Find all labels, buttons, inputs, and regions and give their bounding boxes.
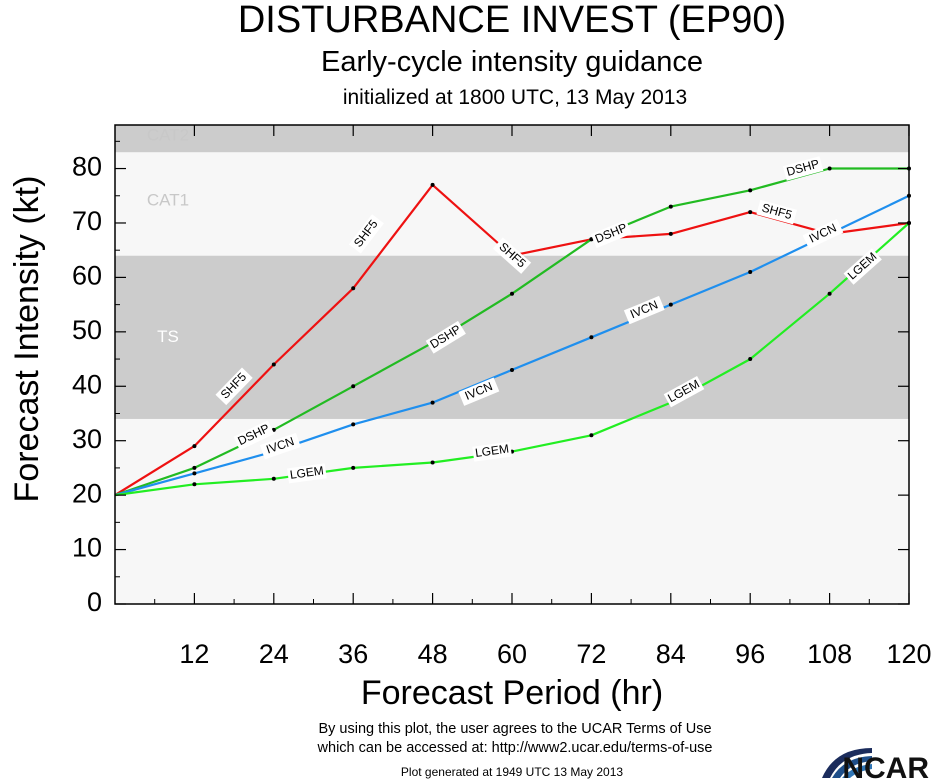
y-tick-label: 0 [87, 587, 102, 617]
x-tick-label: 72 [576, 639, 606, 669]
data-point-lgem [589, 433, 594, 438]
y-tick-label: 60 [72, 261, 102, 291]
data-point-shf5 [668, 231, 673, 236]
series-label-bg [663, 375, 705, 408]
y-tick-label: 10 [72, 533, 102, 563]
data-point-lgem [351, 465, 356, 470]
series-label-bg [233, 420, 275, 451]
terms-line-1: By using this plot, the user agrees to t… [318, 721, 711, 737]
series-label-shf5: SHF5 [492, 237, 532, 274]
y-tick-label: 20 [72, 478, 102, 508]
x-tick-label: 24 [259, 639, 289, 669]
series-label-bg [348, 214, 384, 254]
series-label-bg [458, 377, 500, 406]
x-tick-label: 108 [807, 639, 852, 669]
intensity-bands: TS CAT1 CAT2 [115, 125, 909, 604]
series-label-bg [623, 295, 665, 325]
y-tick-label: 50 [72, 315, 102, 345]
data-point-dshp [510, 291, 514, 296]
y-tick-label: 70 [72, 206, 102, 236]
y-tick-label: 30 [72, 424, 102, 454]
data-point-lgem [827, 291, 832, 296]
series-label-lgem: LGEM [287, 463, 327, 484]
ncar-logo-mark [822, 748, 872, 778]
series-label-bg [287, 463, 327, 484]
data-point-lgem [271, 476, 276, 481]
terms-line-2: which can be accessed at: http://www2.uc… [317, 740, 713, 756]
data-point-dshp [192, 465, 197, 470]
series-label-text-lgem: LGEM [289, 463, 325, 481]
x-axis-label: Forecast Period (hr) [361, 674, 663, 712]
x-tick-label: 12 [179, 639, 209, 669]
chart-subtitle: Early-cycle intensity guidance [321, 46, 703, 78]
data-point-ivcn [351, 422, 356, 427]
data-point-lgem [430, 460, 435, 465]
y-tick-label: 80 [72, 152, 102, 182]
series-label-ivcn: IVCN [259, 432, 301, 460]
x-tick-label: 48 [418, 639, 448, 669]
x-axis-ticks: 12 24 36 48 60 72 84 96 108 120 [154, 125, 932, 669]
data-point-dshp [589, 237, 594, 242]
band-label-cat1: CAT1 [147, 191, 189, 210]
chart-title: DISTURBANCE INVEST (EP90) [238, 0, 786, 41]
ncar-logo: NCAR [822, 748, 929, 780]
x-tick-label: 84 [656, 639, 686, 669]
data-point-shf5 [271, 362, 276, 367]
data-point-ivcn [192, 471, 197, 476]
band-label-ts: TS [157, 327, 179, 346]
series-label-dshp: DSHP [782, 156, 824, 181]
data-point-shf5 [430, 182, 435, 187]
data-point-ivcn [510, 367, 514, 372]
series-label-bg [472, 441, 512, 462]
data-point-shf5 [748, 210, 753, 215]
data-point-dshp [351, 384, 356, 389]
x-tick-label: 36 [338, 639, 368, 669]
data-point-shf5 [192, 444, 197, 449]
x-tick-label: 96 [735, 639, 765, 669]
data-point-dshp [827, 166, 832, 171]
data-point-lgem [748, 357, 753, 362]
data-point-lgem [192, 482, 197, 487]
series-label-bg [782, 156, 824, 181]
data-point-shf5 [351, 286, 356, 291]
series-label-bg [843, 248, 882, 285]
series-label-text-lgem: LGEM [474, 442, 510, 460]
y-axis-ticks: 0 10 20 30 40 50 60 70 80 [72, 140, 909, 617]
series-label-bg [215, 367, 253, 406]
series-label-shf5: SHF5 [756, 199, 798, 225]
series-label-bg [590, 219, 632, 249]
x-tick-label: 120 [886, 639, 931, 669]
series-label-bg [492, 237, 532, 274]
y-axis-label: Forecast Intensity (kt) [8, 176, 46, 503]
generated-time: Plot generated at 1949 UTC 13 May 2013 [401, 765, 623, 779]
data-point-ivcn [430, 400, 435, 405]
data-point-ivcn [589, 335, 594, 340]
data-point-ivcn [668, 302, 673, 307]
ncar-logo-text: NCAR [842, 752, 929, 780]
series-label-lgem: LGEM [472, 441, 512, 462]
data-point-ivcn [748, 269, 753, 274]
band-cat1 [115, 152, 909, 256]
chart-init-time: initialized at 1800 UTC, 13 May 2013 [343, 86, 687, 109]
data-point-dshp [668, 204, 673, 209]
series-label-bg [756, 199, 798, 225]
band-label-cat2: CAT2 [147, 125, 189, 144]
series-label-bg [259, 432, 301, 460]
series-label-bg [425, 320, 466, 354]
x-tick-label: 60 [497, 639, 527, 669]
data-point-dshp [748, 188, 753, 193]
y-tick-label: 40 [72, 369, 102, 399]
series-label-bg [802, 218, 844, 249]
